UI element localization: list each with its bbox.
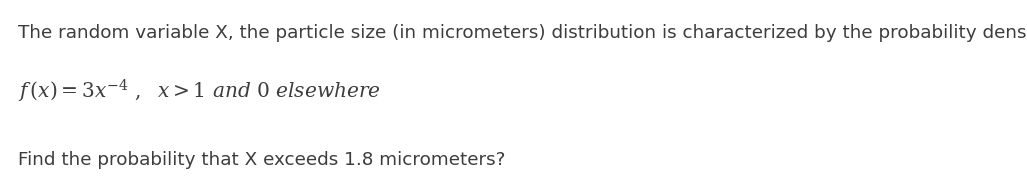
Text: $f\,(x) = 3x^{-4}\ ,\ \ x > 1\ \mathit{and}\ 0\ \mathit{elsewhere}$: $f\,(x) = 3x^{-4}\ ,\ \ x > 1\ \mathit{a… bbox=[18, 77, 381, 105]
Text: Find the probability that X exceeds 1.8 micrometers?: Find the probability that X exceeds 1.8 … bbox=[18, 151, 506, 169]
Text: The random variable X, the particle size (in micrometers) distribution is charac: The random variable X, the particle size… bbox=[18, 24, 1027, 42]
